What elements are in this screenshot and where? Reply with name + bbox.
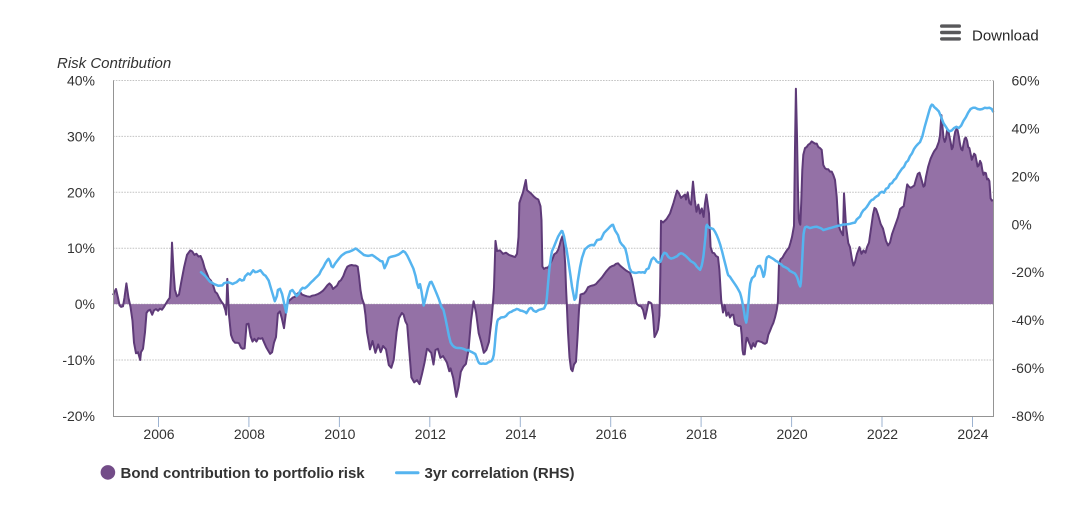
svg-text:0%: 0% <box>1012 216 1032 232</box>
svg-text:2022: 2022 <box>867 426 898 442</box>
svg-text:40%: 40% <box>1012 120 1040 136</box>
svg-text:2006: 2006 <box>143 426 174 442</box>
svg-text:20%: 20% <box>67 184 95 200</box>
svg-text:3yr correlation (RHS): 3yr correlation (RHS) <box>425 465 575 482</box>
svg-text:40%: 40% <box>67 73 95 89</box>
svg-text:2024: 2024 <box>957 426 988 442</box>
svg-text:10%: 10% <box>67 240 95 256</box>
svg-text:-60%: -60% <box>1012 360 1045 376</box>
svg-text:-10%: -10% <box>62 352 95 368</box>
svg-text:2012: 2012 <box>415 426 446 442</box>
svg-text:Risk Contribution: Risk Contribution <box>57 55 171 72</box>
svg-text:2010: 2010 <box>324 426 355 442</box>
svg-text:2008: 2008 <box>234 426 265 442</box>
svg-text:2016: 2016 <box>596 426 627 442</box>
svg-text:30%: 30% <box>67 128 95 144</box>
svg-text:-20%: -20% <box>1012 264 1045 280</box>
svg-text:2020: 2020 <box>777 426 808 442</box>
svg-text:2014: 2014 <box>505 426 536 442</box>
svg-text:2018: 2018 <box>686 426 717 442</box>
svg-text:-40%: -40% <box>1012 312 1045 328</box>
svg-text:60%: 60% <box>1012 73 1040 89</box>
svg-text:Download: Download <box>972 28 1039 45</box>
svg-text:20%: 20% <box>1012 168 1040 184</box>
svg-text:-20%: -20% <box>62 408 95 424</box>
svg-text:Bond contribution to portfolio: Bond contribution to portfolio risk <box>121 465 366 482</box>
svg-text:-80%: -80% <box>1012 408 1045 424</box>
svg-text:0%: 0% <box>75 296 95 312</box>
